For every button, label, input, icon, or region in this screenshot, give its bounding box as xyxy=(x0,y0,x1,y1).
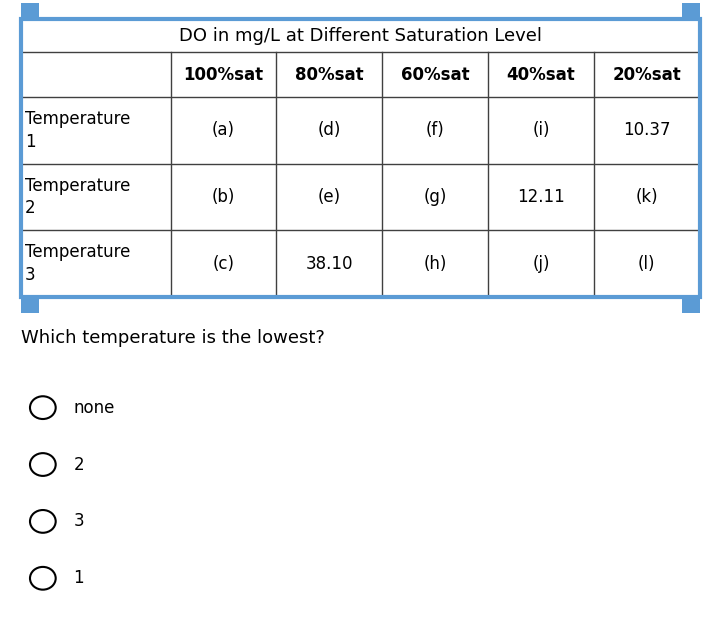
Bar xyxy=(21,19,700,297)
Text: (c): (c) xyxy=(213,255,235,272)
Text: (j): (j) xyxy=(532,255,550,272)
Text: (a): (a) xyxy=(212,121,235,139)
Text: 40%sat: 40%sat xyxy=(507,66,575,83)
Text: (h): (h) xyxy=(423,255,447,272)
Text: 1: 1 xyxy=(74,569,84,587)
Text: (f): (f) xyxy=(426,121,445,139)
Text: 80%sat: 80%sat xyxy=(295,66,363,83)
Bar xyxy=(682,297,700,313)
Text: Which temperature is the lowest?: Which temperature is the lowest? xyxy=(21,329,326,347)
Text: (i): (i) xyxy=(532,121,550,139)
Text: none: none xyxy=(74,399,115,416)
Text: 3: 3 xyxy=(25,266,36,284)
Text: (d): (d) xyxy=(318,121,341,139)
Bar xyxy=(21,3,39,19)
Text: 12.11: 12.11 xyxy=(517,188,565,206)
Text: (e): (e) xyxy=(318,188,341,206)
Text: 3: 3 xyxy=(74,513,84,530)
Text: (g): (g) xyxy=(423,188,447,206)
Text: DO in mg/L at Different Saturation Level: DO in mg/L at Different Saturation Level xyxy=(179,27,542,45)
Text: Temperature: Temperature xyxy=(25,176,131,195)
Text: 100%sat: 100%sat xyxy=(183,66,263,83)
Text: (l): (l) xyxy=(638,255,655,272)
Text: Temperature: Temperature xyxy=(25,243,131,261)
Text: Temperature: Temperature xyxy=(25,110,131,128)
Bar xyxy=(682,3,700,19)
Text: (b): (b) xyxy=(212,188,235,206)
Text: 2: 2 xyxy=(25,199,36,217)
Text: 10.37: 10.37 xyxy=(623,121,670,139)
Text: 1: 1 xyxy=(25,133,36,150)
Text: 60%sat: 60%sat xyxy=(401,66,470,83)
Bar xyxy=(21,297,39,313)
Text: 2: 2 xyxy=(74,456,84,473)
Text: (k): (k) xyxy=(635,188,658,206)
Text: 38.10: 38.10 xyxy=(306,255,353,272)
Text: 20%sat: 20%sat xyxy=(613,66,681,83)
